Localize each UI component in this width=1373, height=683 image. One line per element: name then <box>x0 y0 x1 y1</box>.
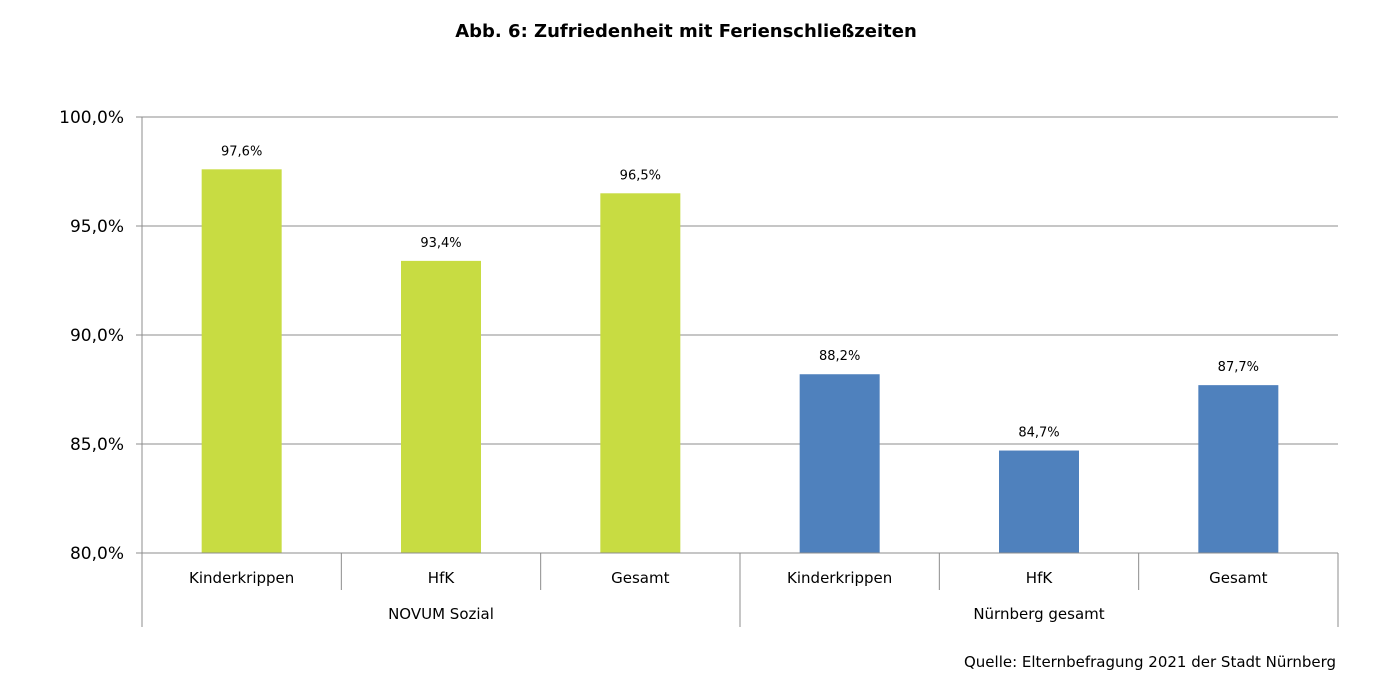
x-category-label: HfK <box>428 569 456 587</box>
y-tick-label: 85,0% <box>70 435 124 455</box>
x-group-label: Nürnberg gesamt <box>973 605 1104 623</box>
y-tick-label: 90,0% <box>70 326 124 346</box>
bar <box>999 450 1079 553</box>
x-axis: Kinderkrippen HfK Gesamt NOVUM Sozial Kinder… <box>141 552 1339 627</box>
data-label: 88,2% <box>819 349 860 364</box>
bar <box>600 193 681 554</box>
data-label: 93,4% <box>420 236 461 251</box>
source-note: Quelle: Elternbefragung 2021 der Stadt N… <box>964 653 1336 671</box>
y-axis: 80,0% 85,0% 90,0% 95,0% 100,0% <box>59 108 143 564</box>
bar <box>201 169 282 553</box>
bar <box>799 374 880 553</box>
x-category-label: Gesamt <box>1209 569 1267 587</box>
data-label: 96,5% <box>620 168 661 183</box>
x-category-label: HfK <box>1026 569 1054 587</box>
bar <box>1198 385 1279 553</box>
x-group-label: NOVUM Sozial <box>388 605 494 623</box>
data-label: 97,6% <box>221 144 262 159</box>
x-category-label: Kinderkrippen <box>787 569 892 587</box>
bar <box>401 260 481 553</box>
chart-title: Abb. 6: Zufriedenheit mit Ferienschließz… <box>455 21 917 42</box>
data-label: 87,7% <box>1218 360 1259 375</box>
y-tick-label: 95,0% <box>70 217 124 237</box>
data-label: 84,7% <box>1018 426 1059 441</box>
gridlines <box>142 116 1338 445</box>
y-tick-label: 100,0% <box>59 108 124 128</box>
x-category-label: Gesamt <box>611 569 669 587</box>
bars: 97,6% 93,4% 96,5% 88,2% 84,7% 87,7% <box>201 144 1279 554</box>
x-category-label: Kinderkrippen <box>189 569 294 587</box>
y-tick-label: 80,0% <box>70 544 124 564</box>
